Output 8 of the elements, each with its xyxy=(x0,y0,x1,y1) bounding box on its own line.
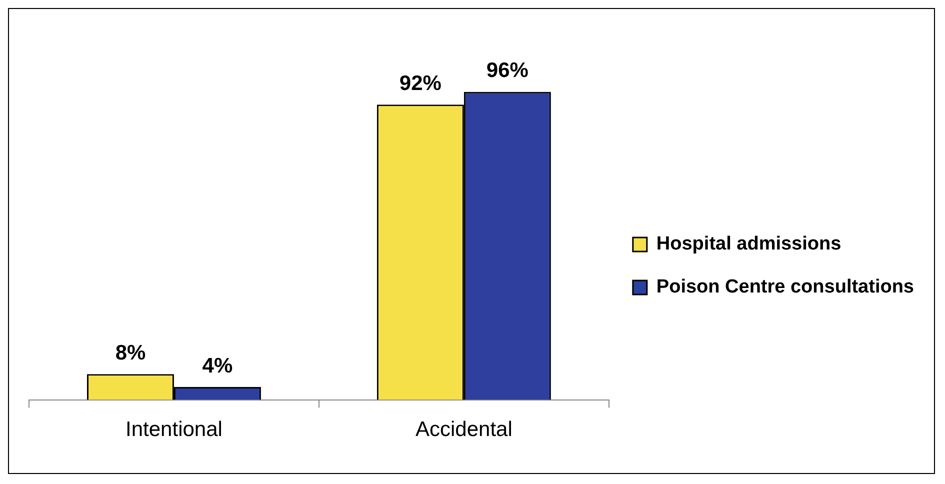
legend-label: Poison Centre consultations xyxy=(656,276,914,298)
x-tick-label: Intentional xyxy=(126,418,222,442)
data-label: 8% xyxy=(115,341,146,364)
data-label: 4% xyxy=(202,354,233,378)
legend-label: Hospital admissions xyxy=(656,234,842,255)
x-tick-label: Accidental xyxy=(415,418,512,442)
data-label: 96% xyxy=(486,59,529,82)
data-label: 92% xyxy=(399,72,442,95)
